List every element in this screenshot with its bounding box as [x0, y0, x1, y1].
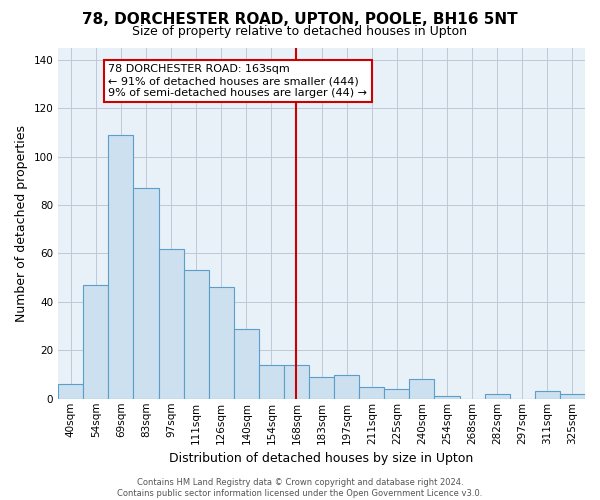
Bar — [385, 389, 409, 399]
Bar — [133, 188, 158, 399]
Bar — [309, 377, 334, 399]
Y-axis label: Number of detached properties: Number of detached properties — [15, 124, 28, 322]
Text: 78, DORCHESTER ROAD, UPTON, POOLE, BH16 5NT: 78, DORCHESTER ROAD, UPTON, POOLE, BH16 … — [82, 12, 518, 28]
Bar — [334, 374, 359, 399]
Bar — [409, 380, 434, 399]
Bar — [560, 394, 585, 399]
Text: Contains HM Land Registry data © Crown copyright and database right 2024.
Contai: Contains HM Land Registry data © Crown c… — [118, 478, 482, 498]
Bar — [109, 134, 133, 399]
Bar — [234, 328, 259, 399]
Bar — [158, 248, 184, 399]
Bar — [259, 365, 284, 399]
Bar — [485, 394, 510, 399]
Bar — [58, 384, 83, 399]
Text: Size of property relative to detached houses in Upton: Size of property relative to detached ho… — [133, 25, 467, 38]
Bar — [434, 396, 460, 399]
Bar — [359, 386, 385, 399]
Text: 78 DORCHESTER ROAD: 163sqm
← 91% of detached houses are smaller (444)
9% of semi: 78 DORCHESTER ROAD: 163sqm ← 91% of deta… — [109, 64, 367, 98]
Bar — [535, 392, 560, 399]
X-axis label: Distribution of detached houses by size in Upton: Distribution of detached houses by size … — [169, 452, 474, 465]
Bar — [184, 270, 209, 399]
Bar — [284, 365, 309, 399]
Bar — [209, 288, 234, 399]
Bar — [83, 285, 109, 399]
